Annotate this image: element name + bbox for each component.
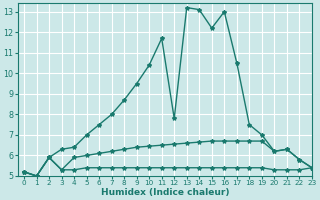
X-axis label: Humidex (Indice chaleur): Humidex (Indice chaleur) [100, 188, 229, 197]
